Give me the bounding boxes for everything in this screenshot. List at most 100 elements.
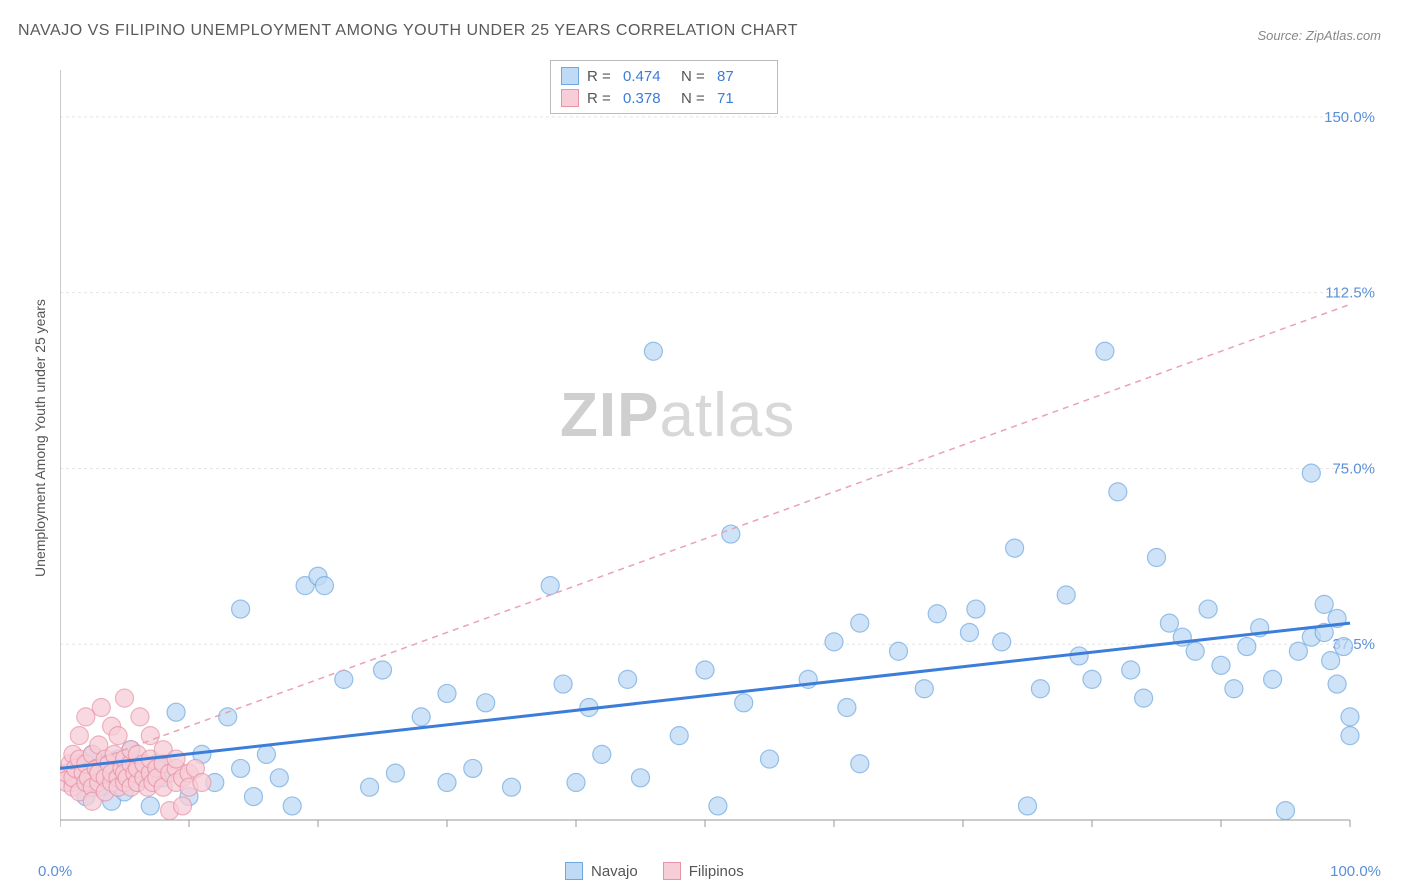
- data-point: [709, 797, 727, 815]
- data-point: [1186, 642, 1204, 660]
- data-point: [438, 774, 456, 792]
- data-point: [554, 675, 572, 693]
- data-point: [1160, 614, 1178, 632]
- data-point: [890, 642, 908, 660]
- data-point: [109, 727, 127, 745]
- n-value: 87: [717, 68, 767, 85]
- correlation-legend: R = 0.474 N = 87 R = 0.378 N = 71: [550, 60, 778, 114]
- data-point: [374, 661, 392, 679]
- legend-swatch: [561, 67, 579, 85]
- data-point: [696, 661, 714, 679]
- data-point: [619, 670, 637, 688]
- data-point: [761, 750, 779, 768]
- data-point: [1302, 464, 1320, 482]
- r-value: 0.474: [623, 68, 673, 85]
- data-point: [1057, 586, 1075, 604]
- data-point: [1031, 680, 1049, 698]
- data-point: [131, 708, 149, 726]
- legend-row: R = 0.378 N = 71: [561, 87, 767, 109]
- data-point: [632, 769, 650, 787]
- data-point: [1083, 670, 1101, 688]
- data-point: [1238, 638, 1256, 656]
- data-point: [838, 699, 856, 717]
- r-value: 0.378: [623, 90, 673, 107]
- x-axis-max-label: 100.0%: [1330, 863, 1381, 880]
- n-label: N =: [681, 90, 709, 107]
- data-point: [1341, 708, 1359, 726]
- data-point: [1315, 595, 1333, 613]
- data-point: [1109, 483, 1127, 501]
- data-point: [167, 703, 185, 721]
- y-axis-label: Unemployment Among Youth under 25 years: [32, 298, 48, 578]
- r-label: R =: [587, 90, 615, 107]
- data-point: [993, 633, 1011, 651]
- data-point: [567, 774, 585, 792]
- data-point: [141, 797, 159, 815]
- legend-swatch: [663, 862, 681, 880]
- data-point: [1199, 600, 1217, 618]
- data-point: [386, 764, 404, 782]
- data-point: [167, 750, 185, 768]
- data-point: [1341, 727, 1359, 745]
- data-point: [1006, 539, 1024, 557]
- data-point: [1264, 670, 1282, 688]
- data-point: [116, 689, 134, 707]
- data-point: [283, 797, 301, 815]
- legend-item: Navajo: [565, 862, 638, 880]
- data-point: [193, 774, 211, 792]
- data-point: [503, 778, 521, 796]
- data-point: [593, 745, 611, 763]
- data-point: [1070, 647, 1088, 665]
- n-value: 71: [717, 90, 767, 107]
- data-point: [464, 759, 482, 777]
- trend-line: [60, 304, 1350, 773]
- scatter-chart: 37.5%75.0%112.5%150.0%: [60, 60, 1380, 840]
- x-axis-min-label: 0.0%: [38, 863, 72, 880]
- trend-line: [60, 623, 1350, 768]
- data-point: [1335, 638, 1353, 656]
- data-point: [174, 797, 192, 815]
- chart-title: NAVAJO VS FILIPINO UNEMPLOYMENT AMONG YO…: [18, 22, 798, 40]
- y-tick-label: 112.5%: [1325, 285, 1375, 302]
- data-point: [1322, 652, 1340, 670]
- data-point: [232, 600, 250, 618]
- data-point: [1096, 342, 1114, 360]
- legend-swatch: [561, 89, 579, 107]
- data-point: [77, 708, 95, 726]
- data-point: [1019, 797, 1037, 815]
- data-point: [412, 708, 430, 726]
- data-point: [825, 633, 843, 651]
- series-legend: Navajo Filipinos: [565, 862, 744, 880]
- n-label: N =: [681, 68, 709, 85]
- r-label: R =: [587, 68, 615, 85]
- data-point: [851, 755, 869, 773]
- y-tick-label: 75.0%: [1332, 460, 1375, 477]
- data-point: [232, 759, 250, 777]
- data-point: [257, 745, 275, 763]
- data-point: [70, 727, 88, 745]
- data-point: [1277, 802, 1295, 820]
- source-attribution: Source: ZipAtlas.com: [1257, 28, 1381, 43]
- data-point: [1212, 656, 1230, 674]
- y-tick-label: 150.0%: [1324, 109, 1375, 126]
- legend-label: Navajo: [591, 863, 638, 880]
- legend-item: Filipinos: [663, 862, 744, 880]
- legend-label: Filipinos: [689, 863, 744, 880]
- data-point: [1328, 675, 1346, 693]
- data-point: [960, 624, 978, 642]
- data-point: [1122, 661, 1140, 679]
- data-point: [92, 699, 110, 717]
- data-point: [670, 727, 688, 745]
- data-point: [1148, 549, 1166, 567]
- data-point: [219, 708, 237, 726]
- data-point: [1289, 642, 1307, 660]
- data-point: [1225, 680, 1243, 698]
- data-point: [851, 614, 869, 632]
- data-point: [1135, 689, 1153, 707]
- data-point: [915, 680, 933, 698]
- data-point: [928, 605, 946, 623]
- data-point: [361, 778, 379, 796]
- legend-row: R = 0.474 N = 87: [561, 65, 767, 87]
- data-point: [245, 788, 263, 806]
- data-point: [967, 600, 985, 618]
